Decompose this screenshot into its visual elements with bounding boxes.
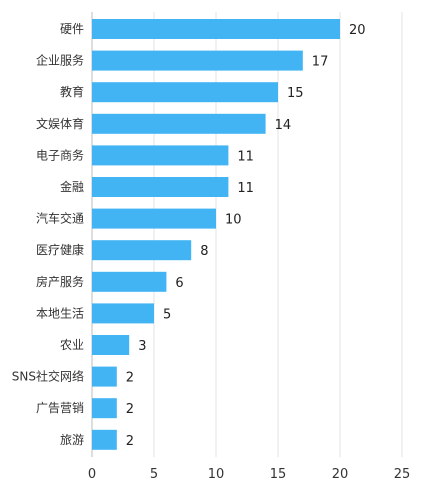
category-label-12: 广告营销 [36, 401, 84, 415]
value-label-7: 8 [200, 244, 208, 259]
bar-1 [92, 50, 303, 71]
x-tick-label-20: 20 [332, 467, 349, 482]
category-label-5: 金融 [60, 179, 84, 194]
value-label-0: 20 [349, 23, 366, 38]
x-tick-label-0: 0 [88, 467, 96, 482]
value-label-4: 11 [237, 149, 254, 164]
bar-7 [92, 240, 192, 261]
category-label-7: 医疗健康 [36, 242, 84, 257]
value-label-12: 2 [126, 402, 134, 417]
bar-0 [92, 19, 340, 39]
category-label-9: 本地生活 [36, 306, 84, 320]
value-label-11: 2 [126, 371, 134, 386]
category-label-2: 教育 [60, 84, 84, 99]
category-label-3: 文娱体育 [36, 116, 84, 131]
value-label-6: 10 [225, 213, 242, 228]
bar-8 [92, 271, 167, 292]
category-label-11: SNS社交网络 [12, 369, 84, 384]
bar-10 [92, 335, 130, 355]
bar-12 [92, 398, 117, 419]
bar-2 [92, 82, 278, 103]
value-label-9: 5 [163, 307, 171, 322]
bar-6 [92, 208, 216, 229]
bar-4 [92, 145, 229, 166]
value-label-3: 14 [275, 118, 292, 133]
value-label-10: 3 [138, 339, 146, 354]
value-label-13: 2 [126, 434, 134, 449]
value-label-2: 15 [287, 86, 304, 101]
category-label-10: 农业 [60, 338, 84, 352]
value-label-8: 6 [175, 276, 183, 291]
bar-5 [92, 177, 229, 197]
category-label-8: 房产服务 [36, 274, 84, 289]
category-label-0: 硬件 [60, 22, 84, 36]
value-label-1: 17 [312, 55, 329, 70]
bar-13 [92, 429, 117, 450]
bar-9 [92, 303, 154, 324]
bar-3 [92, 113, 266, 134]
category-label-13: 旅游 [60, 433, 84, 447]
category-label-4: 电子商务 [36, 147, 84, 162]
category-label-1: 企业服务 [36, 53, 84, 68]
x-tick-label-15: 15 [270, 467, 287, 482]
x-tick-label-10: 10 [208, 467, 225, 482]
x-tick-label-5: 5 [150, 467, 158, 482]
category-label-6: 汽车交通 [36, 211, 84, 226]
x-tick-label-25: 25 [394, 467, 411, 482]
value-label-5: 11 [237, 181, 254, 196]
bar-11 [92, 366, 117, 387]
